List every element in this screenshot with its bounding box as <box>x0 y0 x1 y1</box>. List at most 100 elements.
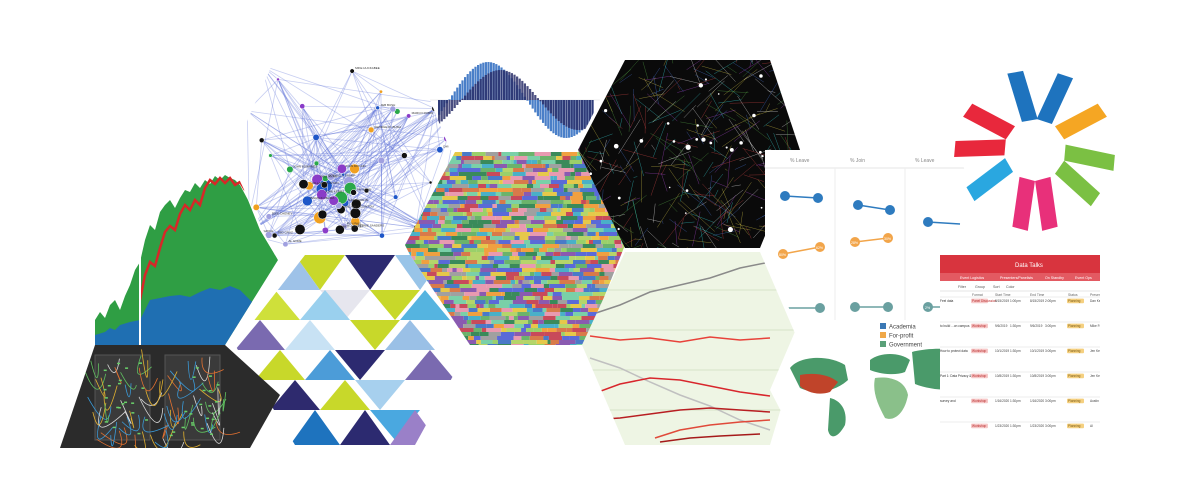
stack-cell <box>468 184 479 188</box>
toolbar-group[interactable]: Group <box>975 285 985 289</box>
stack-cell <box>551 272 559 276</box>
stack-cell <box>481 176 488 180</box>
stack-cell <box>594 268 601 272</box>
stack-cell <box>541 348 545 352</box>
dark-network-node <box>759 74 763 78</box>
stack-cell <box>574 168 587 172</box>
network-edge <box>356 138 448 205</box>
stack-cell <box>466 272 480 276</box>
rack-cable <box>97 415 114 440</box>
network-node-label: JOHN KERRY <box>325 190 344 194</box>
dark-network-edge <box>703 161 714 177</box>
dark-network-edge <box>702 183 730 214</box>
stack-cell <box>574 220 583 224</box>
stack-cell <box>467 216 471 220</box>
network-node <box>349 207 361 219</box>
legend-for-profit: For-profit <box>889 334 914 340</box>
stack-cell <box>567 188 581 192</box>
network-edge <box>343 188 351 227</box>
network-edge <box>260 65 291 170</box>
stack-cell <box>405 244 407 248</box>
dark-network-edge <box>696 194 712 216</box>
wave-bar <box>461 80 464 100</box>
dark-network-edge <box>650 133 684 152</box>
stack-cell <box>601 240 608 244</box>
stack-cell <box>511 344 524 345</box>
network-node <box>350 189 357 196</box>
logo-blade-blue-2 <box>1036 73 1074 124</box>
rack-cable <box>193 395 203 417</box>
dark-network-edge <box>755 78 787 107</box>
stack-cell <box>490 272 506 276</box>
toolbar-color[interactable]: Color <box>1006 285 1015 289</box>
stack-cell <box>464 204 479 208</box>
dark-network-node <box>639 139 644 143</box>
stack-cell <box>506 156 511 160</box>
network-node <box>302 195 313 207</box>
toolbar-sort[interactable]: Sort <box>993 285 1000 289</box>
stack-cell <box>575 172 582 176</box>
stack-cell <box>468 280 473 284</box>
stack-cell <box>560 308 573 312</box>
stack-cell <box>502 168 514 172</box>
rack-led <box>202 389 206 392</box>
stack-cell <box>557 300 568 304</box>
stack-cell <box>499 300 513 304</box>
network-edge <box>261 65 350 183</box>
stack-cell <box>542 192 557 196</box>
wave-bar <box>534 100 537 113</box>
wave-bar-inner <box>508 71 511 100</box>
dot-plot-value-1: 80% <box>779 253 786 257</box>
stack-cell <box>555 260 570 264</box>
stack-cell <box>543 316 556 320</box>
stack-cell <box>569 316 582 320</box>
stack-cell <box>466 320 472 324</box>
toolbar-filter[interactable]: Filter <box>958 285 967 289</box>
stack-cell <box>460 180 469 184</box>
stack-cell <box>411 252 417 256</box>
stack-cell <box>560 252 576 256</box>
network-edge <box>255 207 286 245</box>
dark-network-edge <box>700 130 720 138</box>
stack-cell <box>462 224 473 228</box>
dark-network-edge <box>701 104 724 138</box>
stack-cell <box>600 268 604 272</box>
stack-cell <box>436 272 450 276</box>
stack-cell <box>555 316 570 320</box>
pinwheel-logo <box>954 70 1115 231</box>
stack-cell <box>488 300 500 304</box>
stack-cell <box>518 280 523 284</box>
dark-network-edge <box>652 203 656 223</box>
dark-network-node <box>727 226 733 233</box>
dark-network-edge <box>585 147 587 152</box>
stack-cell <box>432 224 442 228</box>
stack-cell <box>573 268 580 272</box>
dark-network-edge <box>653 123 667 157</box>
stack-cell <box>512 288 525 292</box>
stack-cell <box>532 304 536 308</box>
stack-cell <box>569 160 583 164</box>
network-edge <box>366 115 409 191</box>
dark-network-edge <box>650 88 664 95</box>
dark-network-edge <box>726 66 737 74</box>
stack-cell <box>616 252 625 256</box>
stack-cell <box>550 152 562 156</box>
dark-network-edge <box>711 180 729 188</box>
stack-cell <box>595 284 612 288</box>
dark-network-edge <box>711 156 745 168</box>
stack-cell <box>485 184 490 188</box>
stack-cell <box>592 292 608 296</box>
stack-cell <box>461 156 475 160</box>
stack-cell <box>522 196 538 200</box>
stack-cell <box>591 220 602 224</box>
dark-network-node <box>589 172 593 176</box>
dark-network-edge <box>678 218 684 239</box>
stack-cell <box>579 336 590 340</box>
dark-network-edge <box>746 114 751 129</box>
network-edge <box>256 107 378 208</box>
table-cell-people: Dan Kennedy Luke Brand <box>1090 299 1127 303</box>
dark-network-edge <box>661 164 667 175</box>
stack-cell <box>489 184 498 188</box>
dark-network-edge <box>686 60 709 70</box>
dark-network-edge <box>619 74 632 83</box>
